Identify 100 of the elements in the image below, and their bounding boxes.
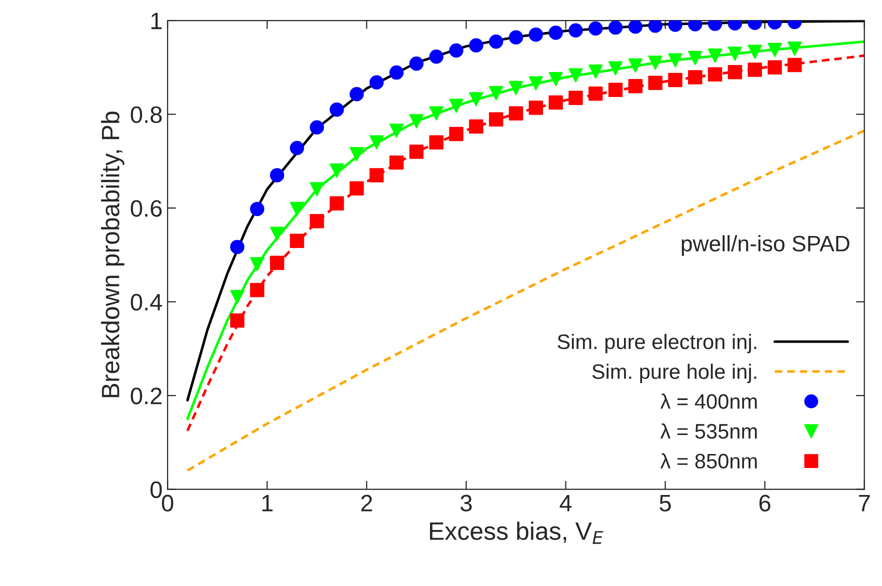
point <box>270 168 284 182</box>
point <box>250 257 264 272</box>
point <box>449 98 464 113</box>
y-tick-label: 0 <box>150 481 162 498</box>
point <box>409 56 424 71</box>
point <box>488 112 504 127</box>
x-tick-label: 2 <box>361 494 372 512</box>
point <box>310 182 324 196</box>
point <box>230 240 244 254</box>
point <box>290 202 304 216</box>
point <box>568 68 583 82</box>
point <box>648 56 662 70</box>
point <box>369 168 384 182</box>
point <box>788 58 802 72</box>
point <box>469 119 484 134</box>
point <box>230 313 244 328</box>
point <box>588 86 603 101</box>
point <box>508 30 524 45</box>
point <box>628 79 643 94</box>
point <box>469 38 484 52</box>
point <box>488 86 504 100</box>
point <box>389 65 404 80</box>
x-tick-label: 5 <box>660 495 671 512</box>
point <box>568 90 583 105</box>
x-tick-label: 1 <box>262 495 273 512</box>
x-axis-title: Excess bias, V$_{E}$ <box>430 522 604 544</box>
point <box>270 226 284 241</box>
legend-label: λ = 400nm <box>660 394 757 409</box>
point <box>429 135 444 150</box>
point <box>588 64 603 79</box>
point <box>230 290 244 304</box>
legend-label: Sim. pure electron inj. <box>558 334 756 354</box>
point <box>548 95 563 110</box>
point <box>389 155 404 170</box>
point <box>708 48 722 63</box>
y-tick-label: 0.8 <box>130 106 162 124</box>
legend-label: λ = 850nm <box>660 453 757 469</box>
x-tick-label: 0 <box>162 494 174 512</box>
legend-label: λ = 535nm <box>660 423 757 439</box>
point <box>250 282 264 298</box>
point <box>628 20 643 34</box>
point <box>330 196 344 210</box>
point <box>668 53 682 68</box>
point <box>508 80 524 96</box>
point <box>369 135 384 150</box>
point <box>728 46 742 61</box>
point <box>588 21 603 36</box>
line-series <box>186 129 864 472</box>
point <box>469 92 484 106</box>
point <box>429 49 444 64</box>
point <box>409 114 424 128</box>
point <box>748 44 762 60</box>
point <box>409 144 424 159</box>
point <box>350 147 364 162</box>
point <box>508 106 524 120</box>
point <box>270 256 284 270</box>
point <box>708 67 722 82</box>
point <box>290 140 304 156</box>
point <box>310 120 324 135</box>
point <box>290 234 304 248</box>
point <box>369 75 384 90</box>
point <box>648 20 662 33</box>
point <box>389 124 404 138</box>
x-tick-label: 6 <box>759 494 770 512</box>
point <box>310 214 324 228</box>
point <box>688 70 702 84</box>
point <box>628 58 643 73</box>
point <box>350 86 364 102</box>
point <box>429 106 444 120</box>
x-tick-label: 7 <box>859 495 870 512</box>
point <box>668 72 682 88</box>
point <box>528 100 543 115</box>
y-axis-title: Breakdown probability, Pb <box>101 112 124 398</box>
point <box>648 76 662 90</box>
x-tick-label: 4 <box>560 495 572 512</box>
point <box>608 20 623 35</box>
point <box>548 26 563 40</box>
point <box>528 27 543 42</box>
y-tick-label: 0.6 <box>130 200 162 217</box>
point <box>250 202 264 216</box>
point <box>488 34 504 49</box>
y-tick-label: 1 <box>151 12 162 30</box>
point <box>350 181 364 196</box>
point <box>608 61 623 76</box>
point <box>608 82 623 98</box>
point <box>548 72 563 86</box>
point <box>748 62 762 77</box>
y-tick-label: 0.2 <box>130 388 162 404</box>
point <box>330 102 344 117</box>
x-tick-label: 3 <box>460 494 472 512</box>
point <box>568 23 583 38</box>
point <box>768 42 782 58</box>
point <box>449 43 464 58</box>
point <box>449 126 464 142</box>
point <box>728 64 742 80</box>
annotation: pwell/n-iso SPAD <box>682 235 850 256</box>
legend-label: Sim. pure hole inj. <box>592 364 756 384</box>
point <box>688 50 702 66</box>
point <box>330 163 344 178</box>
point <box>768 60 782 75</box>
